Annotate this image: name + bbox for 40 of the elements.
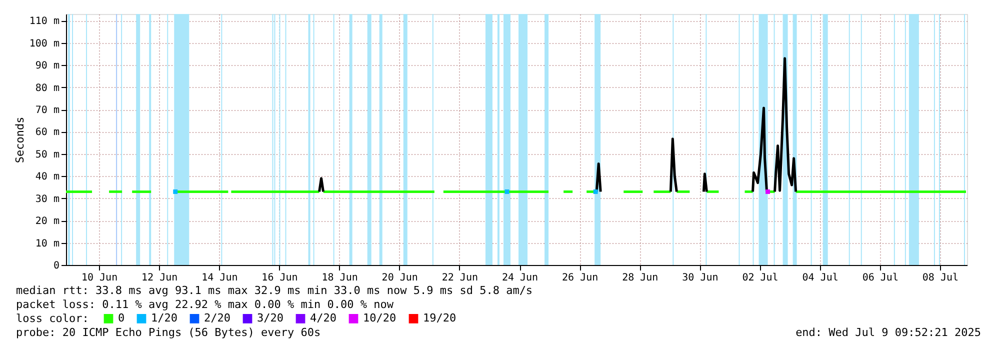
y-tick-label: 100 m [29,38,60,50]
y-tick-label: 40 m [35,172,60,183]
y-tick-label: 70 m [35,105,60,116]
y-tick-label: 20 m [35,216,60,228]
x-tick-label: 14 Jun [202,272,238,284]
y-tick-label: 60 m [35,127,60,138]
y-tick-label: 110 m [29,16,60,28]
x-tick-label: 20 Jun [382,272,418,284]
y-tick-label: 90 m [35,60,60,72]
text: packet loss: 0.11 % avg 22.92 % max 0.00 % min 0.00 % now [16,298,394,311]
y-tick-label: 30 m [35,194,60,205]
legend-title: loss color: [16,312,89,325]
text: probe: 20 ICMP Echo Pings (56 Bytes) every 60s [16,326,321,339]
legend-label: 4/20 [310,312,336,325]
x-tick-label: 30 Jun [682,272,718,284]
x-tick-label: 02 Jul [742,272,778,284]
x-tick-label: 16 Jun [262,272,298,284]
legend-label: 10/20 [363,312,396,325]
y-tick-label: 0 [53,260,60,272]
x-tick-label: 08 Jul [922,272,959,284]
y-tick-label: 80 m [35,82,60,94]
x-tick-label: 06 Jul [862,272,898,284]
x-tick-label: 04 Jul [802,272,838,284]
x-tick-label: 12 Jun [142,272,178,284]
x-tick-label: 26 Jun [562,272,598,284]
x-tick-label: 10 Jun [81,272,118,284]
legend-label: 1/20 [151,312,178,325]
y-tick-label: 10 m [35,238,60,250]
y-tick-label: 50 m [35,149,60,160]
x-tick-label: 22 Jun [442,272,478,284]
x-tick-label: 24 Jun [502,272,538,284]
text: median rtt: 33.8 ms avg 93.1 ms max 32.9 ms min 33.0 ms now 5.9 ms sd 5.8 am/s [16,284,533,297]
x-tick-label: 18 Jun [322,272,358,284]
legend-label: 0 [118,312,125,325]
x-tick-label: 28 Jun [622,272,658,284]
legend-label: 2/20 [204,312,230,325]
legend-label: 19/20 [423,312,456,325]
text: end: Wed Jul 9 09:52:21 2025 [796,326,981,339]
y-axis-title: Seconds [13,116,26,164]
legend-label: 3/20 [257,312,284,325]
